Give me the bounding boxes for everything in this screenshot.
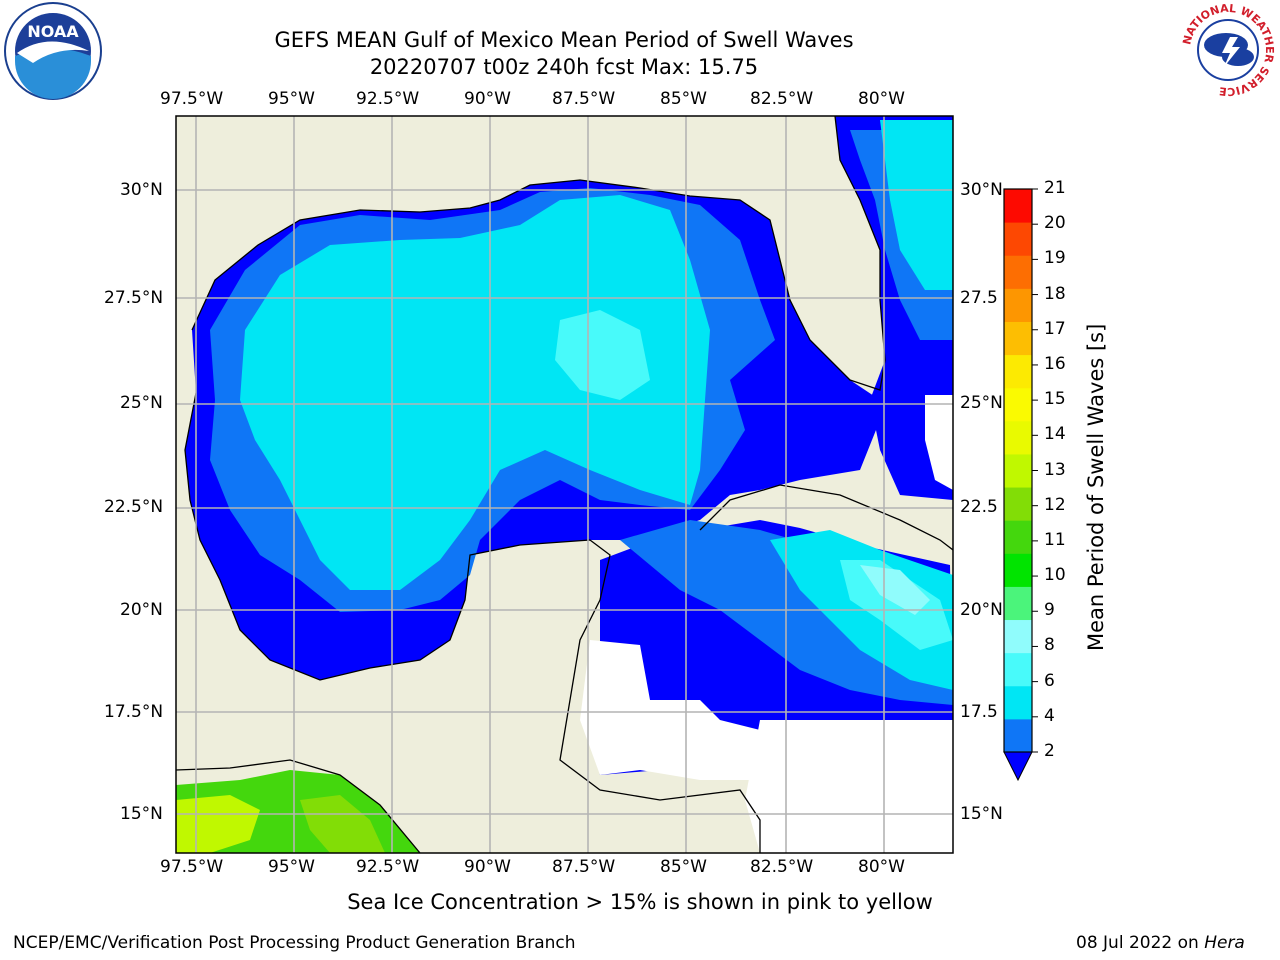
chart-title: GEFS MEAN Gulf of Mexico Mean Period of … (274, 28, 854, 52)
colorbar-tick-label: 21 (1044, 178, 1066, 198)
colorbar-segment (1004, 586, 1032, 621)
lon-label-top: 85°W (660, 89, 707, 109)
graticule (176, 116, 953, 853)
lon-label-top: 95°W (268, 89, 315, 109)
colorbar-tick-label: 17 (1044, 318, 1066, 339)
lon-label-bottom: 97.5°W (160, 857, 224, 877)
lon-label-bottom: 87.5°W (552, 857, 616, 877)
colorbar-tick-label: 13 (1044, 459, 1066, 480)
colorbar-segment (1004, 520, 1032, 554)
band-9-10 (860, 565, 930, 615)
band-12-13-pacific (300, 795, 385, 853)
missing-data-3 (925, 395, 953, 490)
coastline-mexico (184, 392, 761, 853)
colorbar-segment (1004, 553, 1032, 587)
colorbar-tick-label: 14 (1044, 424, 1066, 445)
colorbar-tick-label: 12 (1044, 494, 1066, 515)
colorbar-tick-label: 2 (1044, 741, 1055, 761)
lat-label-right: 25°N (960, 393, 1003, 413)
band-8-9-gulf (555, 310, 650, 400)
colorbar-tick-label: 11 (1044, 529, 1066, 550)
date-text: 08 Jul 2022 on Hera (1076, 933, 1245, 953)
lon-label-top: 90°W (464, 89, 511, 109)
colorbar-tick-label: 20 (1044, 213, 1066, 234)
colorbar-tick-label: 19 (1044, 248, 1066, 269)
coastline (191, 116, 886, 391)
lon-label-top: 97.5°W (160, 89, 224, 109)
colorbar-segment (1004, 255, 1032, 289)
date-label: 08 Jul 2022 on (1076, 933, 1205, 953)
lon-label-bottom: 92.5°W (356, 857, 420, 877)
lat-label-right: 17.5 (960, 702, 998, 722)
lon-label-top: 82.5°W (750, 89, 814, 109)
colorbar-tick-label: 9 (1044, 600, 1055, 621)
lat-label-right: 20°N (960, 600, 1003, 620)
lat-label-left: 15°N (120, 804, 163, 824)
host-name: Hera (1204, 933, 1245, 953)
colorbar-segment (1004, 685, 1032, 720)
lat-label-left: 30°N (120, 180, 163, 200)
lat-label-left: 25°N (120, 393, 163, 413)
colorbar-tick-label: 16 (1044, 353, 1066, 374)
lon-label-top: 80°W (858, 89, 905, 109)
colorbar-segment (1004, 321, 1032, 356)
colorbar-segments (1004, 189, 1032, 753)
noaa-logo-text: NOAA (27, 22, 79, 41)
colorbar-segment (1004, 288, 1032, 322)
colorbar-tick-label: 18 (1044, 283, 1066, 304)
lon-label-top: 92.5°W (356, 89, 420, 109)
lon-label-bottom: 90°W (464, 857, 511, 877)
coastline-cuba (699, 484, 953, 551)
band-8-9 (840, 560, 953, 650)
chart-subtitle: 20220707 t00z 240h fcst Max: 15.75 (369, 55, 759, 79)
lon-label-top: 87.5°W (552, 89, 616, 109)
colorbar-segment (1004, 652, 1032, 687)
lon-label-bottom: 85°W (660, 857, 707, 877)
credit-text: NCEP/EMC/Verification Post Processing Pr… (13, 933, 576, 953)
sea-ice-note: Sea Ice Concentration > 15% is shown in … (347, 890, 933, 914)
colorbar-segment (1004, 189, 1032, 223)
noaa-logo: NOAA (3, 1, 103, 101)
colorbar-segment (1004, 619, 1032, 654)
colorbar-label: Mean Period of Swell Waves [s] (1084, 323, 1108, 651)
colorbar-under-arrow (1003, 751, 1033, 782)
missing-data-2 (745, 720, 953, 853)
colorbar-tick-label: 10 (1044, 565, 1066, 586)
lat-label-right: 27.5 (960, 288, 998, 308)
missing-data-1 (580, 640, 760, 780)
lat-label-left: 20°N (120, 600, 163, 620)
lat-label-right: 22.5 (960, 497, 998, 517)
colorbar-tick-label: 8 (1044, 635, 1055, 656)
lon-label-bottom: 80°W (858, 857, 905, 877)
colorbar-ticks (1032, 188, 1038, 753)
coastline-central-america (176, 759, 421, 853)
band-6-8 (240, 195, 710, 590)
colorbar-segment (1004, 387, 1032, 422)
colorbar-segment (1004, 420, 1032, 455)
colorbar-segment (1004, 222, 1032, 256)
map-frame (175, 115, 954, 854)
band-6-8-atlantic (880, 120, 953, 290)
colorbar-tick-label: 15 (1044, 389, 1066, 410)
colorbar-segment (1004, 718, 1032, 753)
colorbar-tick-label: 6 (1044, 670, 1055, 691)
lat-label-left: 17.5°N (104, 702, 164, 722)
nws-logo: NATIONAL WEATHER SERVICE (1178, 1, 1278, 99)
band-13-14-pacific (176, 795, 260, 853)
colorbar-segment (1004, 487, 1032, 521)
lat-label-right: 15°N (960, 804, 1003, 824)
colorbar-segment (1004, 453, 1032, 488)
lon-label-bottom: 95°W (268, 857, 315, 877)
colorbar-segment (1004, 354, 1032, 389)
lat-label-right: 30°N (960, 180, 1003, 200)
lat-label-left: 27.5°N (104, 288, 164, 308)
lon-label-bottom: 82.5°W (750, 857, 814, 877)
lat-label-left: 22.5°N (104, 497, 164, 517)
colorbar-tick-label: 4 (1044, 705, 1055, 726)
